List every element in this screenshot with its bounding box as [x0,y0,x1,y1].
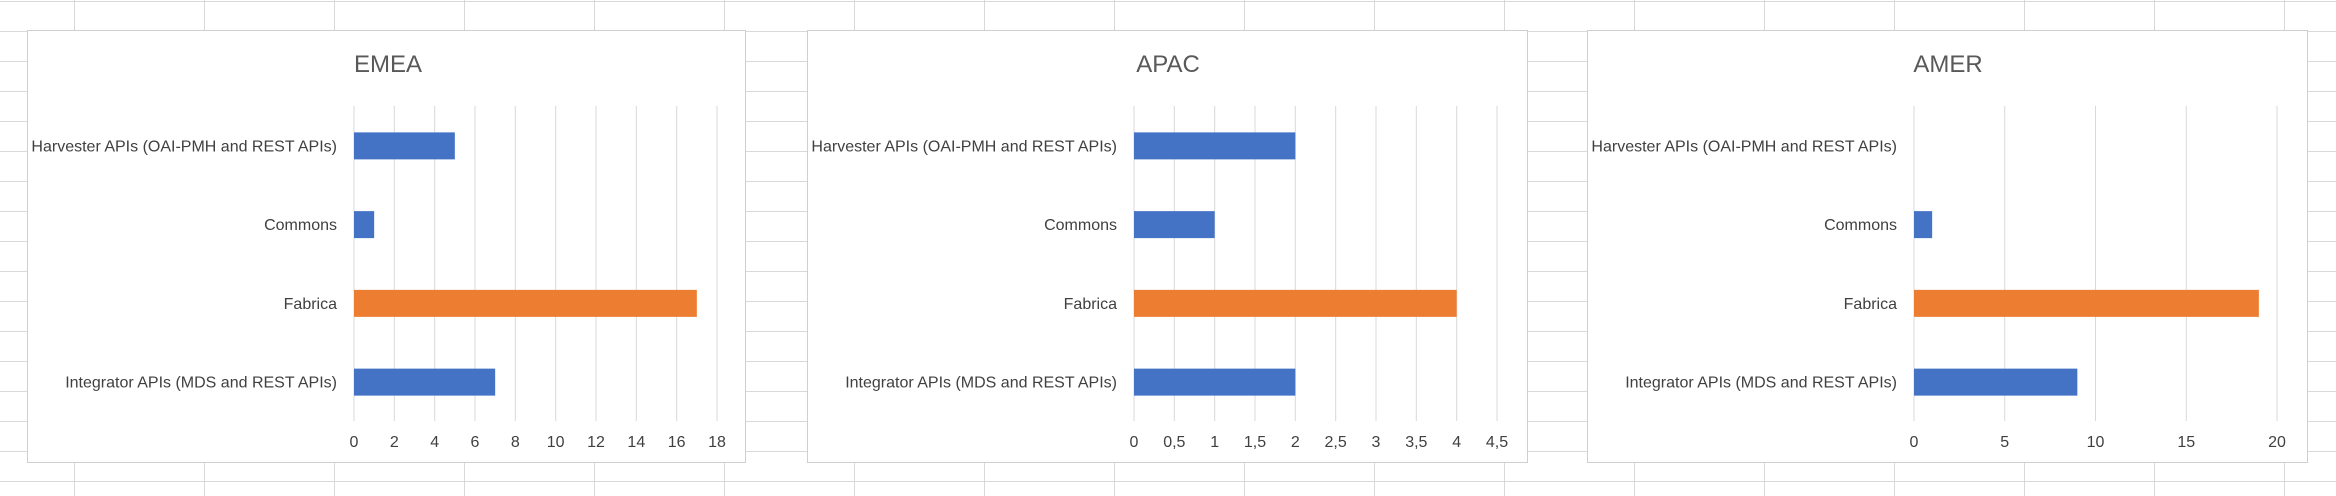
category-label: Integrator APIs (MDS and REST APIs) [845,375,1117,392]
bar [354,289,697,317]
chart-title: APAC [1136,51,1200,78]
bar [1134,368,1296,396]
bar [1914,368,2078,396]
chart-amer: AMER 0 5 10 15 20 Harvester APIs (OAI-PMH and … [1591,51,2286,451]
category-label: Commons [1824,217,1897,234]
bar [1134,132,1296,160]
chart-title: EMEA [354,51,422,78]
chart-title: AMER [1913,51,1982,78]
bar [1134,211,1215,239]
chart-panel-emea[interactable]: EMEA 0 2 4 6 8 10 12 14 16 18 Harvester APIs (OAI-P… [27,30,746,463]
x-tick-label: 0,5 [1163,434,1185,451]
bar [354,132,455,160]
x-tick-label: 16 [668,434,686,451]
category-label: Fabrica [284,296,337,313]
bar [1914,211,1933,239]
x-tick-label: 5 [2000,434,2009,451]
category-label: Harvester APIs (OAI-PMH and REST APIs) [1591,138,1897,155]
x-tick-label: 0 [1130,434,1139,451]
x-tick-label: 1,5 [1244,434,1266,451]
category-label: Commons [264,217,337,234]
chart-panel-apac[interactable]: APAC 0 0,5 1 1,5 2 2,5 3 3,5 4 4,5 Harvester APIs (… [807,30,1528,463]
bar [1134,289,1457,317]
category-label: Commons [1044,217,1117,234]
x-tick-label: 1 [1210,434,1219,451]
x-tick-label: 0 [1910,434,1919,451]
x-tick-label: 2 [1291,434,1300,451]
category-label: Harvester APIs (OAI-PMH and REST APIs) [811,138,1117,155]
category-label: Harvester APIs (OAI-PMH and REST APIs) [31,138,337,155]
x-tick-label: 10 [2087,434,2105,451]
x-tick-label: 6 [471,434,480,451]
x-tick-label: 4 [430,434,439,451]
x-tick-label: 8 [511,434,520,451]
chart-emea: EMEA 0 2 4 6 8 10 12 14 16 18 Harvester APIs (OAI-P… [31,51,726,451]
x-tick-label: 2,5 [1325,434,1347,451]
bar [354,211,375,239]
x-tick-label: 3,5 [1405,434,1427,451]
bar [1914,289,2259,317]
category-label: Integrator APIs (MDS and REST APIs) [1625,375,1897,392]
chart-panel-amer[interactable]: AMER 0 5 10 15 20 Harvester APIs (OAI-PMH and … [1587,30,2308,463]
x-tick-label: 10 [547,434,565,451]
x-tick-label: 2 [390,434,399,451]
x-tick-label: 18 [708,434,726,451]
category-label: Fabrica [1844,296,1897,313]
category-label: Fabrica [1064,296,1117,313]
x-tick-label: 20 [2268,434,2286,451]
x-tick-label: 3 [1372,434,1381,451]
x-tick-label: 0 [350,434,359,451]
x-tick-label: 15 [2177,434,2195,451]
bar [354,368,496,396]
x-tick-label: 14 [627,434,645,451]
x-tick-label: 12 [587,434,605,451]
x-tick-label: 4 [1452,434,1461,451]
x-tick-label: 4,5 [1486,434,1508,451]
chart-apac: APAC 0 0,5 1 1,5 2 2,5 3 3,5 4 4,5 Harvester APIs (… [811,51,1508,451]
category-label: Integrator APIs (MDS and REST APIs) [65,375,337,392]
